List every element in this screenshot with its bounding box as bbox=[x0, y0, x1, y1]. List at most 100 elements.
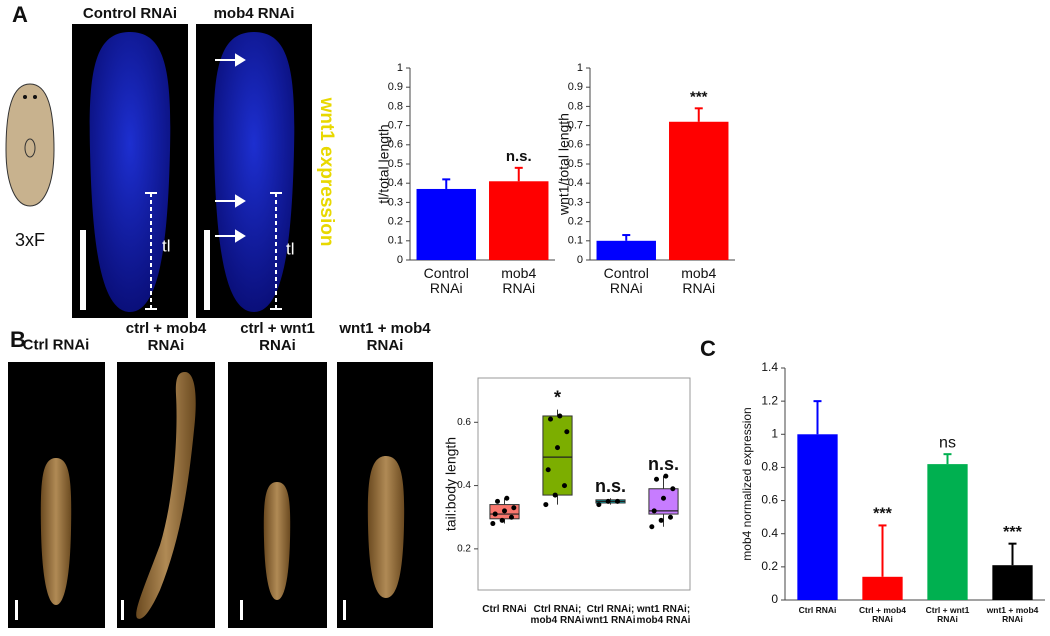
x-tick-label: Ctrl RNAi bbox=[798, 605, 837, 615]
y-tick-label: 0.7 bbox=[388, 120, 403, 132]
image-header: ctrl + wnt1 RNAi bbox=[240, 320, 315, 354]
y-tick-label: 0 bbox=[771, 592, 778, 606]
x-tick-label: Ctrl RNAi; mob4 RNAi bbox=[530, 604, 585, 626]
x-tick-label: Ctrl + wnt1 RNAi bbox=[925, 605, 970, 625]
y-tick-label: 0.2 bbox=[388, 216, 403, 228]
y-tick-label: 0.5 bbox=[568, 158, 583, 170]
data-point bbox=[564, 429, 570, 435]
y-tick-label: 0.4 bbox=[568, 177, 583, 189]
y-tick-label: 0.2 bbox=[761, 559, 778, 573]
y-tick-label: 0.2 bbox=[457, 544, 471, 555]
bar bbox=[862, 576, 903, 600]
y-tick-label: 0.4 bbox=[457, 480, 471, 491]
worm-photo bbox=[263, 482, 291, 600]
scale-bar bbox=[80, 230, 86, 310]
data-point bbox=[561, 483, 567, 489]
panel-letter: A bbox=[12, 2, 28, 27]
panel-letter: C bbox=[700, 336, 716, 361]
y-tick-label: 0.3 bbox=[388, 196, 403, 208]
significance: *** bbox=[690, 88, 708, 105]
y-tick-label: 0.1 bbox=[568, 235, 583, 247]
x-tick-label: Ctrl RNAi bbox=[482, 604, 527, 615]
scale-bar bbox=[240, 600, 243, 620]
significance: *** bbox=[873, 506, 892, 523]
y-tick-label: 0.4 bbox=[761, 526, 778, 540]
y-tick-label: 0.6 bbox=[457, 417, 471, 428]
significance: ns bbox=[939, 434, 956, 451]
worm-cartoon bbox=[5, 83, 55, 207]
data-point bbox=[548, 416, 554, 422]
tl-label: tl bbox=[286, 239, 295, 258]
x-tick-label: Control RNAi bbox=[423, 265, 469, 297]
y-tick-label: 0 bbox=[397, 254, 403, 266]
y-tick-label: 0 bbox=[577, 254, 583, 266]
significance: * bbox=[554, 387, 561, 407]
data-point bbox=[557, 413, 563, 419]
y-tick-label: 0.8 bbox=[388, 100, 403, 112]
y-tick-label: 0.4 bbox=[388, 177, 403, 189]
image-header: Control RNAi bbox=[83, 5, 177, 22]
data-point bbox=[490, 521, 496, 527]
y-axis-label: mob4 normalized expression bbox=[740, 407, 754, 560]
worm-photo bbox=[136, 372, 196, 619]
image-header: ctrl + mob4 RNAi bbox=[125, 320, 207, 354]
y-tick-label: 0.7 bbox=[568, 120, 583, 132]
y-tick-label: 1 bbox=[577, 62, 583, 74]
micrograph bbox=[117, 362, 215, 628]
y-axis-label: tl/total length bbox=[376, 124, 392, 203]
data-point bbox=[605, 498, 611, 504]
scale-bar bbox=[204, 230, 210, 310]
data-point bbox=[511, 505, 517, 511]
tl-label: tl bbox=[162, 236, 171, 255]
data-point bbox=[543, 502, 549, 508]
significance: n.s. bbox=[648, 454, 679, 474]
worm-stain bbox=[89, 32, 171, 312]
scale-bar bbox=[15, 600, 18, 620]
eye bbox=[33, 95, 37, 99]
pharynx bbox=[24, 138, 36, 158]
y-tick-label: 1.2 bbox=[761, 393, 778, 407]
significance: *** bbox=[1003, 524, 1022, 541]
data-point bbox=[649, 524, 655, 530]
bar bbox=[992, 565, 1033, 600]
x-tick-label: Ctrl + mob4 RNAi bbox=[859, 605, 906, 625]
box bbox=[542, 415, 573, 496]
x-tick-label: Ctrl RNAi; wnt1 RNAi bbox=[585, 604, 636, 626]
y-tick-label: 1 bbox=[397, 62, 403, 74]
data-point bbox=[658, 517, 664, 523]
worm-stain bbox=[213, 32, 295, 312]
significance: n.s. bbox=[595, 476, 626, 496]
data-point bbox=[495, 498, 501, 504]
data-point bbox=[545, 467, 551, 473]
data-point bbox=[499, 517, 505, 523]
y-tick-label: 0.5 bbox=[388, 158, 403, 170]
image-header: wnt1 + mob4 RNAi bbox=[339, 320, 431, 354]
data-point bbox=[651, 508, 657, 514]
bar bbox=[596, 240, 656, 260]
y-tick-label: 0.6 bbox=[388, 139, 403, 151]
x-tick-label: wnt1 + mob4 RNAi bbox=[986, 605, 1039, 625]
y-axis-label: wnt1/total length bbox=[556, 113, 572, 216]
arrows bbox=[215, 53, 246, 243]
data-point bbox=[555, 445, 560, 451]
y-tick-label: 0.8 bbox=[761, 460, 778, 474]
x-tick-label: wnt1 RNAi; mob4 RNAi bbox=[636, 604, 691, 626]
y-axis-label: tail:body length bbox=[443, 437, 459, 531]
eye bbox=[23, 95, 27, 99]
plot-frame bbox=[477, 377, 691, 591]
data-point bbox=[552, 492, 558, 498]
y-tick-label: 0.1 bbox=[388, 235, 403, 247]
worm-photo bbox=[40, 458, 72, 605]
y-tick-label: 0.9 bbox=[568, 81, 583, 93]
data-point bbox=[654, 476, 660, 482]
bar bbox=[797, 434, 838, 600]
x-tick-label: Control RNAi bbox=[603, 265, 649, 297]
stain-label: wnt1 expression bbox=[316, 97, 337, 247]
scale-bar bbox=[343, 600, 346, 620]
data-point bbox=[670, 486, 676, 492]
scale-bar bbox=[121, 600, 124, 620]
y-tick-label: 1.4 bbox=[761, 360, 778, 374]
y-tick-label: 1 bbox=[771, 426, 778, 440]
